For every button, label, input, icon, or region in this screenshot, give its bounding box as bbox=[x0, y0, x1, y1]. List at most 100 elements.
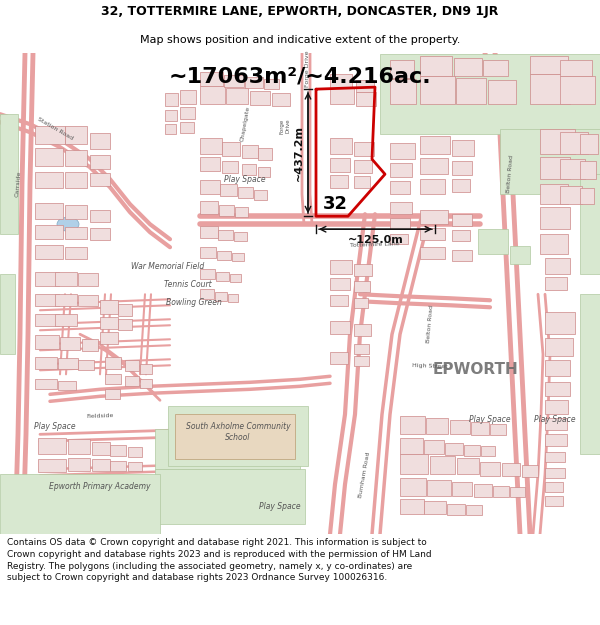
Bar bbox=[200, 138, 222, 154]
Bar bbox=[35, 172, 63, 188]
Bar bbox=[560, 159, 585, 179]
Text: Chapelgate: Chapelgate bbox=[239, 106, 251, 142]
Bar bbox=[92, 459, 110, 471]
Bar bbox=[65, 126, 87, 144]
Bar bbox=[105, 374, 121, 384]
Bar bbox=[452, 214, 472, 226]
Bar bbox=[545, 258, 570, 274]
Bar bbox=[165, 124, 176, 134]
Text: ~17063m²/~4.216ac.: ~17063m²/~4.216ac. bbox=[169, 66, 431, 86]
Bar bbox=[242, 164, 256, 175]
Bar bbox=[545, 278, 567, 290]
Bar bbox=[424, 441, 444, 454]
Bar bbox=[427, 481, 451, 496]
Bar bbox=[125, 360, 139, 371]
Bar bbox=[254, 190, 267, 200]
Text: Burnham Road: Burnham Road bbox=[359, 451, 371, 498]
Bar bbox=[200, 157, 220, 171]
Bar bbox=[0, 474, 160, 534]
Bar bbox=[35, 148, 63, 166]
Bar bbox=[110, 446, 126, 456]
Text: ~125.0m: ~125.0m bbox=[347, 235, 403, 245]
Bar bbox=[420, 179, 445, 194]
Bar bbox=[330, 295, 348, 306]
Bar bbox=[232, 253, 244, 261]
Bar bbox=[35, 335, 59, 349]
Bar bbox=[258, 167, 270, 177]
Bar bbox=[110, 461, 126, 471]
Bar bbox=[456, 78, 486, 104]
Bar bbox=[424, 501, 446, 514]
Text: Belton Road: Belton Road bbox=[506, 155, 514, 193]
Bar bbox=[128, 448, 142, 458]
Bar bbox=[0, 114, 18, 234]
Bar bbox=[100, 318, 118, 329]
Bar bbox=[354, 298, 368, 308]
Bar bbox=[330, 278, 350, 290]
Bar bbox=[68, 439, 90, 454]
Bar bbox=[354, 176, 370, 188]
Bar bbox=[330, 260, 352, 274]
Bar bbox=[165, 93, 178, 106]
Bar bbox=[354, 356, 369, 366]
Bar bbox=[420, 56, 452, 76]
Bar bbox=[78, 295, 98, 306]
Bar bbox=[480, 462, 500, 476]
Bar bbox=[250, 91, 270, 105]
Bar bbox=[92, 476, 108, 486]
Bar bbox=[155, 429, 300, 469]
Bar bbox=[545, 468, 565, 478]
Bar bbox=[481, 446, 495, 456]
Bar bbox=[107, 498, 122, 508]
Bar bbox=[235, 208, 248, 217]
Bar bbox=[540, 157, 570, 179]
Bar bbox=[356, 80, 374, 92]
Text: Bowling Green: Bowling Green bbox=[166, 298, 222, 307]
Bar bbox=[78, 273, 98, 286]
Bar bbox=[545, 312, 575, 334]
Bar bbox=[545, 400, 568, 414]
Bar bbox=[354, 142, 374, 156]
Bar bbox=[200, 269, 215, 279]
Bar bbox=[258, 148, 272, 160]
Bar bbox=[400, 499, 424, 514]
Bar bbox=[478, 229, 508, 254]
Bar bbox=[65, 228, 87, 239]
Bar bbox=[545, 496, 563, 506]
Bar bbox=[60, 338, 80, 350]
Bar bbox=[228, 294, 238, 302]
Bar bbox=[530, 74, 570, 104]
Bar bbox=[264, 79, 279, 89]
Bar bbox=[540, 129, 575, 154]
Bar bbox=[450, 421, 470, 434]
Text: 32, TOTTERMIRE LANE, EPWORTH, DONCASTER, DN9 1JR: 32, TOTTERMIRE LANE, EPWORTH, DONCASTER,… bbox=[101, 5, 499, 18]
Text: ~437.2m: ~437.2m bbox=[294, 124, 304, 181]
Text: South Axholme Community
School: South Axholme Community School bbox=[185, 422, 290, 442]
Bar bbox=[354, 160, 372, 173]
Bar bbox=[545, 452, 565, 462]
Bar bbox=[545, 360, 570, 376]
Bar bbox=[510, 246, 530, 264]
Bar bbox=[580, 188, 594, 204]
Bar bbox=[545, 418, 567, 431]
Bar bbox=[0, 274, 15, 354]
Bar bbox=[222, 161, 238, 173]
Bar bbox=[35, 379, 57, 389]
Bar bbox=[200, 180, 220, 194]
Bar bbox=[471, 422, 489, 436]
Bar bbox=[123, 499, 136, 508]
Bar bbox=[390, 181, 410, 194]
Bar bbox=[180, 107, 195, 119]
Bar bbox=[483, 60, 508, 76]
Bar bbox=[454, 58, 482, 76]
Bar bbox=[215, 292, 227, 301]
Bar bbox=[330, 158, 350, 172]
Bar bbox=[510, 488, 525, 498]
Bar bbox=[426, 418, 448, 434]
Bar bbox=[200, 248, 216, 258]
Bar bbox=[65, 205, 87, 219]
Bar bbox=[330, 88, 354, 104]
Bar bbox=[447, 504, 465, 516]
Bar bbox=[55, 314, 77, 326]
Text: Tottermire Lane: Tottermire Lane bbox=[350, 241, 400, 248]
